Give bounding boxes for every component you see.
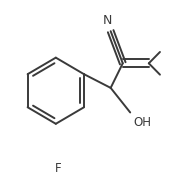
Text: OH: OH — [133, 116, 151, 129]
Text: N: N — [102, 14, 112, 27]
Text: F: F — [55, 162, 62, 175]
